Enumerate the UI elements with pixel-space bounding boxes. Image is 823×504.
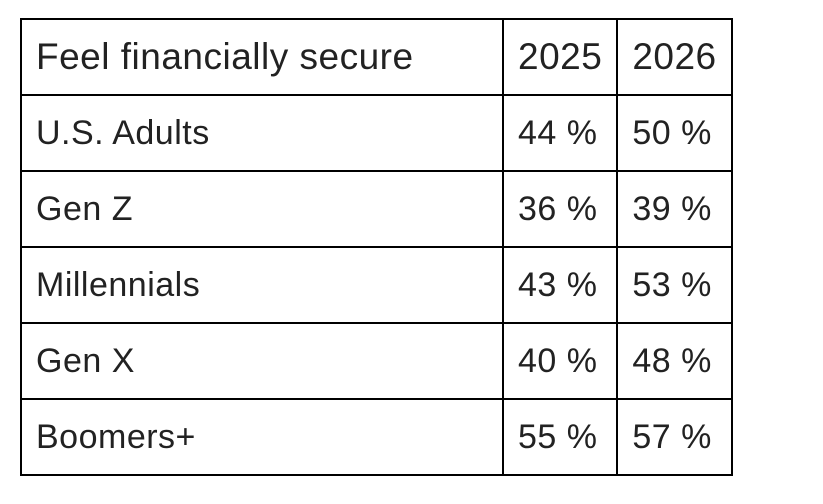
header-row: Feel financially secure 2025 2026 bbox=[20, 18, 733, 96]
row-label: Boomers+ bbox=[20, 398, 504, 476]
value-cell: 48 % bbox=[616, 322, 733, 400]
row-label: Gen Z bbox=[20, 170, 504, 248]
table-row: Boomers+ 55 % 57 % bbox=[20, 398, 733, 476]
value-cell: 57 % bbox=[616, 398, 733, 476]
value-cell: 50 % bbox=[616, 94, 733, 172]
cutoff-caption-strip bbox=[0, 496, 823, 504]
value-cell: 53 % bbox=[616, 246, 733, 324]
row-label: U.S. Adults bbox=[20, 94, 504, 172]
table-row: Millennials 43 % 53 % bbox=[20, 246, 733, 324]
row-label: Millennials bbox=[20, 246, 504, 324]
row-label: Gen X bbox=[20, 322, 504, 400]
table-row: Gen X 40 % 48 % bbox=[20, 322, 733, 400]
year-header-2026: 2026 bbox=[616, 18, 733, 96]
table-row: Gen Z 36 % 39 % bbox=[20, 170, 733, 248]
table-row: U.S. Adults 44 % 50 % bbox=[20, 94, 733, 172]
value-cell: 44 % bbox=[501, 94, 619, 172]
year-header-2025: 2025 bbox=[501, 18, 619, 96]
financial-security-table: Feel financially secure 2025 2026 U.S. A… bbox=[20, 18, 733, 476]
value-cell: 36 % bbox=[501, 170, 619, 248]
value-cell: 43 % bbox=[501, 246, 619, 324]
table-title-cell: Feel financially secure bbox=[20, 18, 504, 96]
value-cell: 39 % bbox=[616, 170, 733, 248]
value-cell: 40 % bbox=[501, 322, 619, 400]
value-cell: 55 % bbox=[501, 398, 619, 476]
